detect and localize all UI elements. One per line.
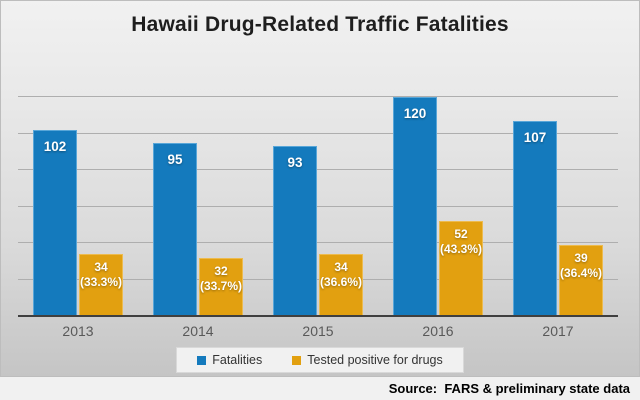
bar-value-label: 34 [94,259,108,274]
bar-fatalities-2015: 93 [273,146,317,316]
bar-value-label: 34 [334,259,348,274]
x-axis-label-2017: 2017 [542,323,574,339]
bar-fatalities-2014: 95 [153,142,197,316]
x-axis-label-2014: 2014 [182,323,214,339]
bar-group-2017: 107 39 (36.4%) [498,76,618,316]
bar-percent-label: (36.4%) [559,265,603,280]
bar-tested-positive-for-drugs-2013: 34 (33.3%) [79,253,123,316]
gridline-120 [18,96,618,97]
chart-slide: Hawaii Drug-Related Traffic Fatalities 1… [0,0,640,377]
bar-tested-positive-for-drugs-2017: 39 (36.4%) [559,244,603,316]
gridline-60 [18,205,618,207]
bar-fatalities-2013: 102 [33,129,77,316]
bar-percent-label: (36.6%) [319,274,363,289]
footer: Source: FARS & preliminary state data [0,377,640,400]
bar-tested-positive-for-drugs-2014: 32 (33.7%) [199,257,243,316]
gridline-40 [18,242,618,243]
bar-value-label: 107 [523,129,547,145]
x-axis-label-2016: 2016 [422,323,454,339]
bar-value-label: 120 [403,106,427,121]
legend-swatch-icon [197,355,207,365]
x-axis-line [18,315,618,317]
bar-group-2013: 102 34 (33.3%) [18,76,138,316]
bar-group-2015: 93 34 (36.6%) [258,76,378,316]
page-title: Hawaii Drug-Related Traffic Fatalities [131,13,509,36]
bar-value-label: 95 [167,151,183,167]
gridline-20 [18,278,618,280]
legend-item-fatalities: Fatalities [197,353,262,367]
bar-tested-positive-for-drugs-2015: 34 (36.6%) [319,253,363,316]
gridline-100 [18,132,618,134]
bar-percent-label: (33.3%) [79,274,123,289]
legend: Fatalities Tested positive for drugs [1,347,639,373]
bar-value-label: 32 [214,263,228,278]
legend-swatch-icon [292,355,302,365]
legend-label: Fatalities [212,353,263,367]
x-axis-label-2013: 2013 [62,323,94,339]
bars-row: 102 34 (33.3%) 95 32 (33.7%) 93 34 (36.6%) 120 52(… [18,76,618,316]
bar-value-label: 93 [287,155,303,171]
source-text: Source: FARS & preliminary state data [388,381,630,396]
bar-fatalities-2017: 107 [513,120,557,316]
bar-value-label: 102 [43,138,67,154]
legend-label: Tested positive for drugs [307,353,443,367]
x-axis-label-2015: 2015 [302,323,334,339]
bar-group-2016: 120 52 (43.3%) [378,76,498,316]
chart-plot-area: 102 34 (33.3%) 95 32 (33.7%) 93 34 (36.6%) 120 52(… [18,76,618,317]
x-axis-labels: 2013 2014 2015 2016 2017 [18,323,618,339]
gridline-80 [18,169,618,170]
bar-group-2014: 95 32 (33.7%) [138,76,258,316]
bar-percent-label: (33.7%) [199,278,243,293]
legend-box: Fatalities Tested positive for drugs [176,347,464,373]
legend-item-tested-positive-for-drugs: Tested positive for drugs [292,353,443,367]
bar-percent-label: (43.3%) [439,242,483,257]
bar-fatalities-2016: 120 [393,97,437,316]
bar-value-label: 39 [574,250,588,265]
bar-value-label: 52 [454,227,468,242]
bar-tested-positive-for-drugs-2016: 52 (43.3%) [439,221,483,316]
